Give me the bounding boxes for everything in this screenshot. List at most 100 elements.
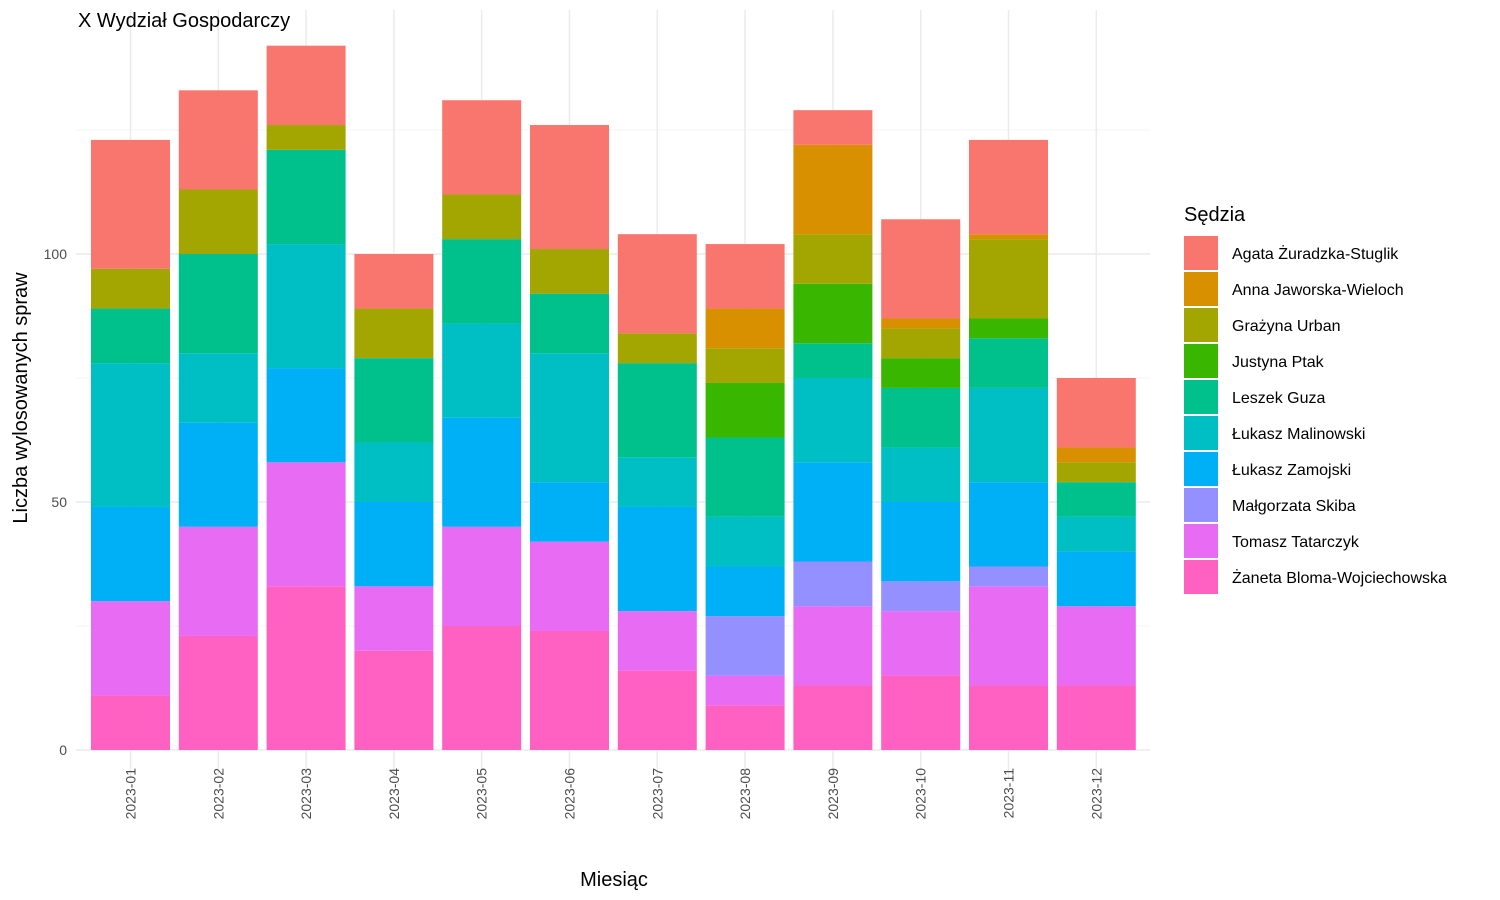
legend-label: Tomasz Tatarczyk — [1232, 534, 1360, 551]
x-tick-label: 2023-05 — [474, 768, 490, 820]
bar-segment — [178, 254, 258, 354]
legend-key — [1184, 488, 1218, 522]
legend-key — [1184, 272, 1218, 306]
bar-segment — [178, 422, 258, 527]
x-tick-label: 2023-04 — [386, 768, 402, 820]
bar-segment — [705, 244, 785, 309]
bar-segment — [1056, 447, 1136, 463]
bar-segment — [530, 249, 609, 294]
bar-segment — [969, 234, 1048, 240]
bar-segment — [793, 561, 873, 607]
bar-segment — [354, 442, 434, 502]
bar-segment — [530, 353, 609, 483]
legend-label: Agata Żuradzka-Stuglik — [1232, 244, 1399, 263]
bar-segment — [266, 45, 346, 126]
bar-segment — [91, 695, 170, 750]
bar-segment — [617, 333, 697, 364]
bar-segment — [881, 502, 961, 582]
bar-segment — [91, 268, 170, 309]
bar-segment — [442, 239, 522, 324]
bar-segment — [442, 323, 522, 418]
legend-label: Grażyna Urban — [1232, 318, 1341, 335]
bar-segment — [266, 462, 346, 587]
bar-segment — [969, 387, 1048, 483]
y-tick-label: 0 — [59, 742, 67, 758]
bar-segment — [1056, 378, 1136, 448]
bar-segment — [354, 502, 434, 587]
legend-title: Sędzia — [1184, 204, 1246, 226]
bar-segment — [1056, 606, 1136, 686]
legend-label: Żaneta Bloma-Wojciechowska — [1232, 568, 1447, 587]
bar-segment — [530, 541, 609, 631]
bar-segment — [793, 343, 873, 378]
x-axis-ticks: 2023-01 2023-02 2023-03 2023-04 2023-05 2023-… — [123, 768, 1105, 820]
bar-segment — [793, 462, 873, 562]
bar-segment — [442, 626, 522, 750]
bar-segment — [969, 318, 1048, 339]
bar-segment — [354, 650, 434, 750]
legend-key — [1184, 416, 1218, 450]
bar-segment — [793, 144, 873, 235]
legend-label: Małgorzata Skiba — [1232, 498, 1356, 515]
x-axis-title: Miesiąc — [580, 869, 648, 891]
bar-segment — [793, 606, 873, 686]
bar-segment — [1056, 482, 1136, 517]
bar-segment — [178, 526, 258, 636]
bar-segment — [1056, 462, 1136, 483]
bar-segment — [266, 586, 346, 750]
bar-segment — [969, 139, 1048, 235]
bar-segment — [1056, 685, 1136, 750]
bar-segment — [705, 616, 785, 676]
x-tick-label: 2023-01 — [123, 768, 139, 820]
bar-segment — [91, 506, 170, 602]
bar-segment — [881, 318, 961, 329]
bars — [91, 45, 1136, 750]
legend: Sędzia Agata Żuradzka-Stuglik Anna Jawors… — [1184, 204, 1447, 594]
legend-key — [1184, 524, 1218, 558]
bar-segment — [969, 685, 1048, 750]
bar-segment — [881, 447, 961, 502]
bar-segment — [266, 149, 346, 245]
bar-segment — [881, 611, 961, 676]
bar-segment — [266, 125, 346, 150]
legend-label: Łukasz Malinowski — [1232, 426, 1365, 443]
bar-segment — [354, 308, 434, 359]
chart-title: X Wydział Gospodarczy — [78, 10, 290, 32]
bar-segment — [442, 194, 522, 240]
bar-segment — [969, 586, 1048, 686]
x-tick-label: 2023-11 — [1001, 768, 1017, 819]
y-axis-title: Liczba wylosowanych spraw — [10, 272, 32, 524]
bar-segment — [266, 244, 346, 369]
bar-segment — [969, 338, 1048, 388]
bar-segment — [881, 675, 961, 750]
bar-segment — [881, 219, 961, 319]
legend-key — [1184, 344, 1218, 378]
bar-segment — [881, 358, 961, 388]
bar-segment — [705, 437, 785, 517]
x-tick-label: 2023-02 — [210, 768, 226, 820]
bar-segment — [969, 482, 1048, 567]
y-tick-label: 100 — [44, 246, 68, 262]
legend-label: Justyna Ptak — [1232, 354, 1325, 371]
x-tick-label: 2023-08 — [737, 768, 753, 820]
x-tick-label: 2023-07 — [649, 768, 665, 820]
x-tick-label: 2023-06 — [562, 768, 578, 820]
bar-segment — [793, 685, 873, 750]
bar-segment — [354, 358, 434, 443]
bar-segment — [178, 90, 258, 190]
bar-segment — [91, 601, 170, 696]
bar-segment — [705, 348, 785, 383]
bar-segment — [1056, 516, 1136, 552]
bar-segment — [617, 234, 697, 334]
legend-label: Leszek Guza — [1232, 390, 1325, 407]
bar-segment — [969, 239, 1048, 319]
y-axis-ticks: 0 50 100 — [44, 246, 68, 758]
bar-segment — [793, 110, 873, 145]
bar-segment — [1056, 551, 1136, 607]
legend-key — [1184, 380, 1218, 414]
bar-segment — [91, 308, 170, 364]
x-tick-label: 2023-09 — [825, 768, 841, 820]
bar-segment — [793, 378, 873, 463]
x-tick-label: 2023-12 — [1088, 768, 1104, 820]
